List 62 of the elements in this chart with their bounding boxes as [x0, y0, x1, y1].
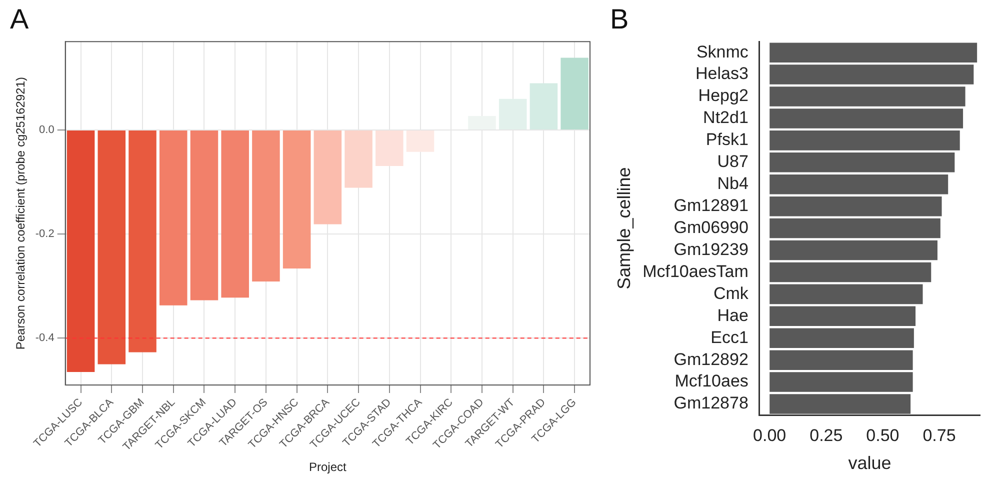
bar	[221, 130, 249, 298]
bar	[190, 130, 218, 300]
bar	[770, 350, 913, 370]
bar	[770, 372, 913, 392]
bar	[770, 196, 942, 216]
bar	[282, 130, 311, 268]
bar	[770, 174, 948, 194]
chart-title: B	[610, 4, 629, 35]
bar	[344, 130, 372, 188]
bar	[770, 240, 938, 260]
bar	[770, 42, 978, 62]
x-tick-label: 0.00	[753, 426, 786, 445]
y-axis-title: Pearson correlation coefficient (probe cg25162921)	[14, 76, 28, 350]
bar	[770, 394, 911, 414]
y-axis-title: Sample_celline	[614, 167, 634, 290]
x-tick-label: 0.50	[866, 426, 900, 445]
bar	[770, 284, 923, 304]
bar	[770, 306, 916, 326]
y-tick-label: Gm12878	[674, 394, 748, 413]
y-tick-label: Hae	[717, 306, 748, 325]
y-tick-label: Hepg2	[698, 86, 748, 106]
bar	[770, 108, 964, 128]
x-axis-title: value	[848, 453, 892, 474]
y-tick-label: Mcf10aesTam	[642, 262, 748, 281]
y-tick-label: -0.4	[35, 332, 54, 344]
bar	[66, 130, 95, 372]
bar	[98, 130, 126, 364]
y-tick-label: Gm12892	[674, 350, 748, 369]
y-tick-label: Gm06990	[674, 218, 748, 237]
y-tick-label: 0.0	[39, 124, 54, 136]
y-tick-label: -0.2	[35, 228, 54, 240]
bar	[770, 152, 955, 172]
bar	[770, 64, 974, 84]
bar	[376, 130, 404, 166]
bar	[770, 86, 966, 106]
bar	[406, 130, 434, 152]
bar	[560, 58, 588, 130]
bar	[770, 328, 914, 348]
y-tick-label: Helas3	[695, 64, 748, 84]
y-tick-label: Nb4	[717, 174, 748, 194]
bar	[252, 130, 280, 282]
y-tick-label: Gm19239	[674, 240, 748, 259]
y-tick-label: Gm12891	[674, 196, 748, 216]
chart-title: A	[10, 4, 29, 35]
x-tick-label: 0.25	[810, 426, 843, 445]
bar	[128, 130, 156, 352]
bar	[770, 130, 960, 150]
x-tick-label: 0.75	[922, 426, 956, 445]
y-tick-label: Cmk	[713, 284, 749, 303]
bar	[530, 83, 558, 130]
bar	[468, 116, 496, 130]
x-axis-title: Project	[309, 460, 348, 474]
bar	[770, 218, 940, 238]
y-tick-label: Ecc1	[710, 328, 748, 347]
bar	[159, 130, 188, 306]
y-tick-label: Pfsk1	[706, 130, 748, 150]
y-tick-label: U87	[717, 152, 748, 172]
bar	[314, 130, 342, 224]
y-tick-label: Mcf10aes	[674, 372, 748, 391]
y-tick-label: Sknmc	[696, 42, 749, 62]
bar	[770, 262, 932, 282]
y-tick-label: Nt2d1	[703, 108, 748, 128]
